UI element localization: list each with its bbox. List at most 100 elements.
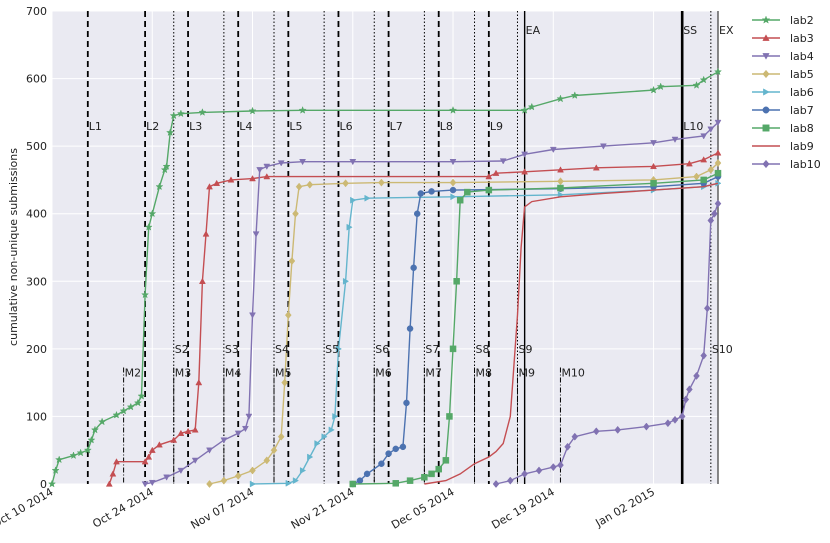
data-point-lab8: [406, 477, 414, 484]
x-tick-label: Oct 10 2014: [0, 485, 56, 530]
data-point-lab2: [47, 479, 57, 488]
legend-label: lab8: [790, 122, 814, 135]
data-point-lab3: [592, 164, 600, 171]
data-point-lab10: [592, 427, 600, 436]
data-point-lab5: [714, 159, 722, 167]
event-label-l6: L6: [339, 120, 352, 133]
series-line-lab9: [424, 182, 719, 485]
y-tick-label: 0: [40, 478, 47, 491]
legend-marker: [762, 106, 770, 114]
data-point-lab4: [141, 481, 149, 488]
legend-item-lab6: lab6: [752, 86, 814, 99]
data-point-lab2: [713, 67, 723, 76]
data-point-lab3: [263, 173, 271, 180]
data-point-lab8: [446, 413, 453, 420]
event-label-s3: S3: [225, 343, 239, 356]
data-point-lab2: [699, 75, 708, 84]
data-point-lab6: [328, 426, 335, 434]
data-point-lab2: [649, 85, 658, 94]
series-lab3: [105, 149, 722, 487]
event-label-l7: L7: [390, 120, 403, 133]
event-label-s8: S8: [476, 343, 490, 356]
legend-item-lab9: lab9: [752, 140, 814, 153]
data-point-lab8: [464, 188, 471, 196]
data-point-lab10: [693, 371, 700, 380]
data-point-lab5: [288, 257, 296, 265]
event-lines: [86, 11, 719, 484]
data-point-lab3: [109, 470, 117, 477]
data-point-lab6: [364, 194, 371, 202]
data-point-lab5: [378, 178, 385, 187]
data-point-lab2: [69, 451, 78, 460]
data-point-lab5: [234, 471, 242, 480]
data-point-lab4: [263, 163, 271, 170]
event-label-s4: S4: [275, 343, 289, 356]
data-point-lab8: [456, 196, 464, 204]
event-label-l5: L5: [289, 120, 302, 133]
legend-item-lab2: lab2: [752, 14, 814, 27]
data-point-lab6: [249, 480, 257, 488]
x-tick-label: Nov 21 2014: [289, 485, 357, 531]
data-point-lab3: [155, 441, 163, 448]
data-point-lab3: [521, 168, 529, 175]
x-tick-label: Jan 02 2015: [593, 485, 657, 530]
data-point-lab2: [169, 111, 178, 120]
data-point-lab2: [141, 290, 150, 299]
data-point-lab7: [363, 470, 371, 478]
data-point-lab3: [227, 176, 235, 183]
data-point-lab6: [332, 412, 339, 420]
data-point-lab5: [449, 178, 457, 187]
legend-marker: [762, 124, 770, 132]
data-point-lab2: [556, 94, 565, 103]
legend-label: lab6: [790, 86, 814, 99]
data-point-lab2: [133, 398, 143, 407]
data-point-lab8: [714, 169, 722, 177]
data-point-lab10: [678, 412, 686, 421]
data-point-lab3: [202, 230, 210, 237]
data-point-lab8: [392, 480, 399, 487]
series-lab6: [249, 179, 722, 488]
data-point-lab10: [506, 476, 514, 485]
data-point-lab3: [650, 162, 657, 170]
data-point-lab6: [346, 223, 353, 231]
data-point-lab2: [90, 425, 100, 434]
event-label-s6: S6: [375, 343, 389, 356]
data-point-lab5: [284, 311, 292, 320]
legend-marker: [762, 53, 770, 60]
event-label-m10: M10: [561, 367, 585, 380]
data-point-lab4: [521, 151, 529, 158]
data-point-lab5: [306, 180, 314, 189]
data-point-lab4: [256, 167, 264, 174]
legend-item-lab10: lab10: [752, 158, 821, 171]
data-point-lab10: [707, 216, 715, 225]
data-point-lab4: [206, 447, 213, 454]
data-point-lab7: [449, 186, 457, 194]
data-point-lab3: [206, 183, 213, 190]
data-point-lab4: [714, 119, 722, 127]
data-point-lab8: [449, 345, 457, 353]
data-point-lab4: [252, 231, 260, 238]
data-point-lab8: [421, 473, 428, 481]
series-lab10: [492, 199, 722, 488]
data-point-lab8: [700, 176, 707, 184]
data-point-lab4: [148, 479, 156, 487]
data-point-lab10: [664, 419, 672, 428]
data-point-lab4: [449, 159, 457, 166]
data-point-lab3: [148, 446, 156, 453]
data-point-lab3: [177, 429, 185, 436]
data-point-lab2: [162, 162, 171, 170]
data-point-lab2: [656, 82, 665, 91]
event-label-m4: M4: [225, 367, 242, 380]
event-labels: L1 L2 L3 L4 L5 L6 L7 L8 L9 L10 S2 S3 S4 S5 S6 S7 S8 S9 S10…: [89, 24, 734, 380]
y-tick-label: 300: [26, 275, 47, 288]
data-point-lab2: [520, 105, 529, 114]
event-label-m6: M6: [375, 367, 392, 380]
legend-label: lab5: [790, 68, 814, 81]
event-label-l9: L9: [490, 120, 503, 133]
data-point-lab10: [557, 461, 564, 470]
data-point-lab5: [342, 179, 349, 188]
data-point-lab4: [349, 159, 357, 166]
data-point-lab2: [51, 466, 60, 474]
data-point-lab7: [385, 450, 392, 457]
series-lab5: [206, 159, 722, 488]
